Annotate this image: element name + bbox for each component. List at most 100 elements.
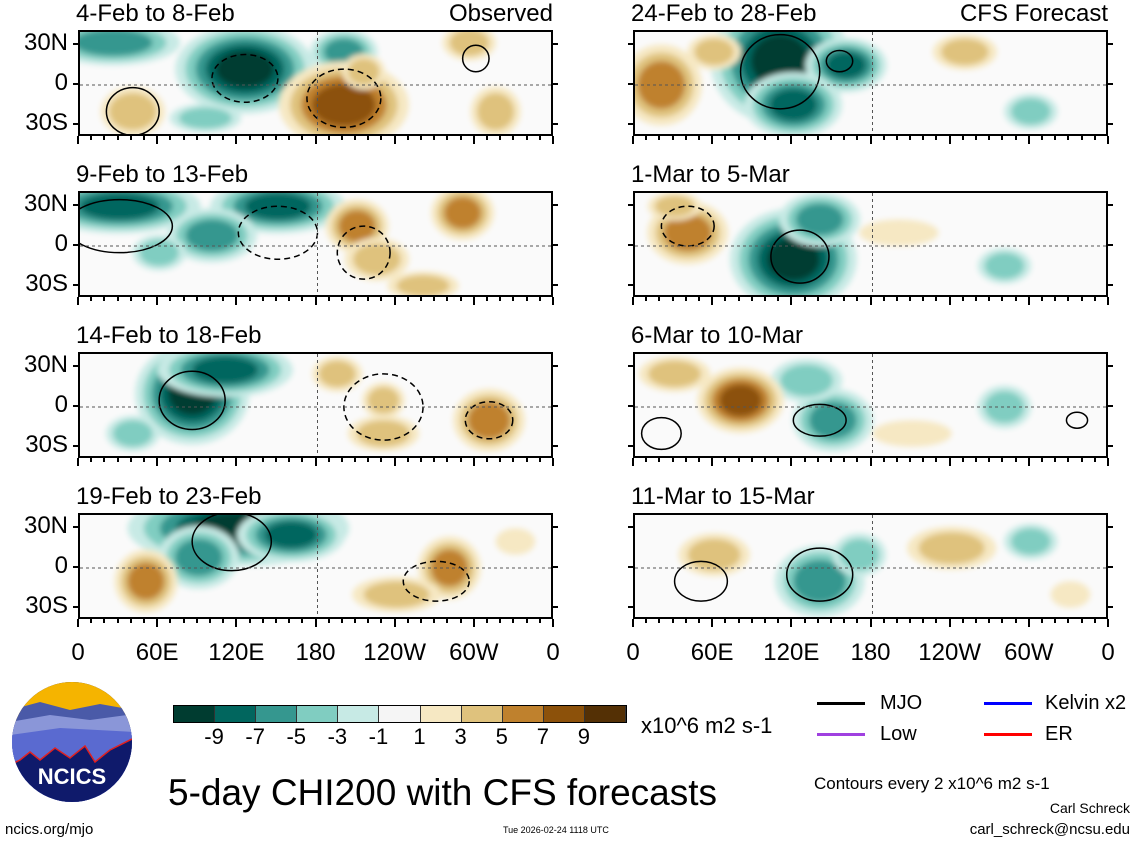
colorbar-units: x10^6 m2 s-1 bbox=[641, 713, 773, 738]
contour-line bbox=[792, 403, 847, 437]
colorbar-swatch bbox=[297, 706, 339, 722]
legend-er-label: ER bbox=[1045, 723, 1073, 745]
anomaly-blob bbox=[769, 88, 818, 121]
map-panel bbox=[633, 352, 1108, 458]
panel-title: 6-Mar to 10-Mar bbox=[631, 322, 804, 349]
lon-label: 60W bbox=[1004, 639, 1054, 666]
contour-line bbox=[660, 205, 715, 247]
colorbar-label: 1 bbox=[413, 724, 426, 749]
anomaly-blob bbox=[766, 238, 820, 281]
anomaly-blob bbox=[694, 38, 734, 66]
colorbar-swatch bbox=[461, 706, 503, 722]
contour-line bbox=[461, 44, 490, 73]
lon-label: 60E bbox=[690, 639, 734, 666]
anomaly-blob bbox=[244, 193, 311, 220]
lat-label: 0 bbox=[54, 552, 68, 579]
lat-label: 30N bbox=[23, 512, 68, 540]
author-email: carl_schreck@ncsu.edu bbox=[969, 821, 1130, 838]
contour-line bbox=[1065, 411, 1089, 429]
panel-label: Observed bbox=[448, 0, 553, 27]
anomaly-blob bbox=[215, 50, 274, 88]
lat-label: 30S bbox=[25, 430, 68, 458]
anomaly-blob bbox=[80, 193, 160, 220]
contour-line bbox=[640, 416, 682, 451]
anomaly-blob bbox=[477, 92, 515, 131]
lon-label: 180 bbox=[295, 639, 336, 666]
lat-label: 30N bbox=[23, 29, 68, 57]
map-panel bbox=[633, 513, 1108, 619]
anomaly-blob bbox=[449, 32, 490, 56]
anomaly-blob bbox=[185, 219, 239, 252]
legend-er-line bbox=[984, 733, 1032, 736]
lon-label: 60E bbox=[135, 639, 179, 666]
lon-label: 120W bbox=[363, 639, 426, 666]
author: Carl Schreck bbox=[1049, 800, 1130, 816]
lat-label: 0 bbox=[54, 391, 68, 418]
anomaly-blob bbox=[178, 107, 232, 129]
colorbar-label: 9 bbox=[577, 724, 591, 749]
anomaly-blob bbox=[1011, 98, 1051, 125]
map-panel bbox=[78, 513, 553, 619]
panel-title: 11-Mar to 15-Mar bbox=[631, 483, 815, 510]
anomaly-blob bbox=[312, 83, 376, 127]
colorbar-label: -9 bbox=[204, 724, 224, 749]
lon-label: 0 bbox=[626, 639, 640, 666]
anomaly-blob bbox=[347, 58, 380, 85]
panel-title: 9-Feb to 13-Feb bbox=[76, 161, 249, 188]
contour-line bbox=[105, 86, 160, 134]
anomaly-blob bbox=[430, 549, 468, 587]
colorbar-swatch bbox=[584, 706, 627, 722]
contour-line bbox=[739, 33, 821, 110]
website-link[interactable]: ncics.org/mjo bbox=[5, 821, 94, 838]
lon-label: 0 bbox=[71, 639, 85, 666]
lon-label: 60W bbox=[449, 639, 499, 666]
svg-text:NCICS: NCICS bbox=[38, 764, 106, 789]
anomaly-blob bbox=[80, 32, 153, 56]
anomaly-blob bbox=[112, 420, 153, 447]
anomaly-blob bbox=[264, 521, 318, 549]
contour-line bbox=[306, 68, 382, 129]
contour-line bbox=[237, 205, 319, 260]
colorbar-label: 5 bbox=[495, 724, 508, 749]
colorbar bbox=[173, 705, 627, 723]
anomaly-blob bbox=[654, 195, 695, 217]
anomaly-blob bbox=[809, 401, 857, 439]
contour-line bbox=[770, 229, 830, 284]
contour-line bbox=[80, 198, 174, 254]
legend-low-label: Low bbox=[880, 723, 917, 745]
contour-line bbox=[336, 225, 391, 280]
anomaly-blob bbox=[363, 581, 430, 608]
lat-label: 30S bbox=[25, 591, 68, 619]
contour-line bbox=[785, 547, 854, 602]
anomaly-blob bbox=[780, 364, 833, 397]
colorbar-swatch bbox=[256, 706, 298, 722]
contour-line bbox=[158, 370, 226, 431]
contour-line bbox=[673, 560, 729, 602]
anomaly-blob bbox=[495, 528, 536, 555]
contour-line bbox=[825, 49, 854, 73]
lon-label: 120E bbox=[208, 639, 265, 666]
map-panel bbox=[78, 352, 553, 458]
contour-line bbox=[211, 53, 279, 103]
lat-label: 30N bbox=[23, 190, 68, 218]
anomaly-blob bbox=[984, 252, 1025, 280]
colorbar-swatch bbox=[502, 706, 544, 722]
anomaly-blob bbox=[338, 210, 376, 243]
panel-title: 1-Mar to 5-Mar bbox=[631, 161, 790, 188]
anomaly-blob bbox=[941, 38, 989, 66]
panel-title: 19-Feb to 23-Feb bbox=[76, 483, 262, 510]
legend-mjo-line bbox=[817, 702, 865, 705]
lon-label: 0 bbox=[546, 639, 560, 666]
legend-low-line bbox=[817, 733, 865, 736]
figure-title: 5-day CHI200 with CFS forecasts bbox=[168, 772, 718, 813]
colorbar-label: -3 bbox=[327, 724, 348, 749]
anomaly-blob bbox=[1050, 581, 1091, 608]
panel-title: 24-Feb to 28-Feb bbox=[631, 0, 817, 27]
colorbar-swatch bbox=[338, 706, 380, 722]
anomaly-blob bbox=[109, 92, 157, 131]
anomaly-blob bbox=[984, 391, 1025, 423]
anomaly-blob bbox=[859, 219, 939, 246]
anomaly-blob bbox=[918, 532, 985, 565]
anomaly-blob bbox=[367, 387, 400, 414]
